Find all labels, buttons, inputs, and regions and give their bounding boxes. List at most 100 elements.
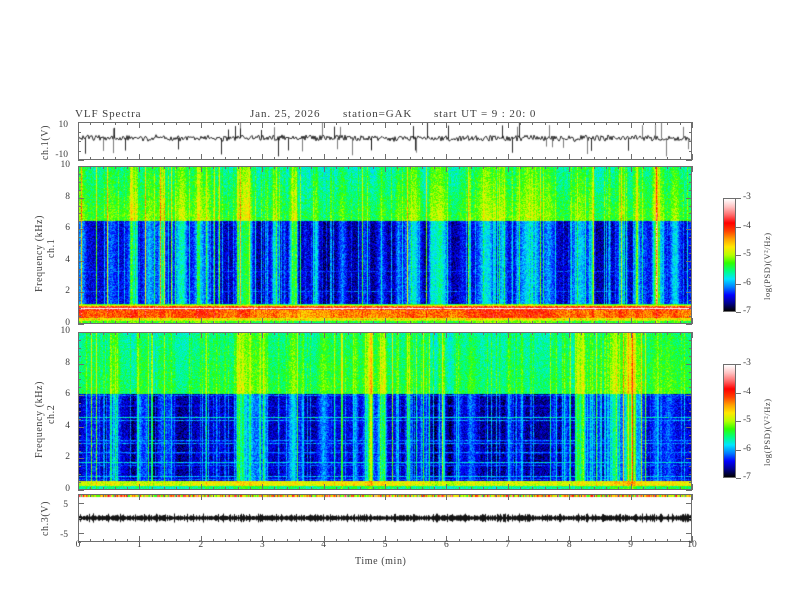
tick-mark [483,494,484,497]
tick-mark [689,132,692,133]
tick-mark [689,348,692,349]
tick-mark [78,332,79,338]
tick-mark [324,494,325,500]
tick-mark [692,494,693,500]
tick-mark [250,166,251,169]
tick-mark [201,536,202,542]
tick-mark [631,484,632,490]
colorbar-tick-label: -6 [743,444,751,454]
tick-mark [643,539,644,542]
tick-mark [689,482,692,483]
tick-mark [274,166,275,169]
tick-mark [78,340,81,341]
tick-mark [238,487,239,490]
tick-mark [483,166,484,169]
tick-mark [299,487,300,490]
tick-mark [360,539,361,542]
tick-mark [689,474,692,475]
tick-mark [643,157,644,160]
tick-mark [686,503,692,504]
ch1-ytick-top: 10 [58,120,69,130]
tick-mark [667,122,668,125]
tick-mark [422,122,423,125]
ch3-waveform-panel [78,494,692,542]
plot-date: Jan. 25, 2026 [250,108,321,120]
tick-mark [618,166,619,169]
tick-mark [78,229,84,230]
tick-mark [532,494,533,497]
tick-mark [569,122,570,128]
tick-mark [434,321,435,324]
tick-mark [557,122,558,125]
tick-mark [139,536,140,542]
tick-mark [594,487,595,490]
tick-mark [686,160,692,161]
tick-mark [557,332,558,335]
ch3-waveform-axis-label: ch.3(V) [40,500,51,536]
tick-mark [78,490,84,491]
tick-mark [545,157,546,160]
tick-mark [631,494,632,500]
tick-mark [238,166,239,169]
tick-mark [471,157,472,160]
tick-mark [78,221,81,222]
tick-mark [299,321,300,324]
tick-mark [176,157,177,160]
tick-mark [385,494,386,500]
tick-mark [139,166,140,172]
tick-mark [686,364,692,365]
ch1-waveform-canvas [79,123,691,159]
tick-mark [686,229,692,230]
tick-mark [686,533,692,534]
tick-mark [483,122,484,125]
tick-mark [569,332,570,338]
tick-mark [459,157,460,160]
tick-mark [78,494,81,495]
colorbar-tick-label: -5 [743,249,751,259]
tick-mark [176,166,177,169]
tick-mark [360,166,361,169]
tick-mark [213,539,214,542]
tick-mark [581,166,582,169]
tick-mark [311,122,312,125]
tick-mark [655,166,656,169]
colorbar-tick [736,393,741,394]
tick-mark [385,154,386,160]
tick-mark [287,487,288,490]
tick-mark [446,154,447,160]
tick-mark [78,245,81,246]
tick-mark [152,487,153,490]
tick-mark [667,487,668,490]
tick-mark [90,487,91,490]
tick-mark [520,494,521,497]
tick-mark [569,154,570,160]
tick-mark [689,403,692,404]
tick-mark [483,157,484,160]
tick-mark [446,332,447,338]
ch1-waveform-axis-label: ch.1(V) [40,124,51,160]
tick-mark [250,157,251,160]
tick-mark [410,487,411,490]
colorbar-tick-label: -6 [743,278,751,288]
colorbar-tick [736,478,741,479]
colorbar-tick [736,255,741,256]
tick-mark [520,157,521,160]
tick-mark [78,419,81,420]
tick-mark [397,157,398,160]
tick-mark [434,166,435,169]
tick-mark [689,253,692,254]
tick-mark [201,494,202,500]
tick-mark [689,285,692,286]
tick-mark [250,122,251,125]
colorbar-tick-label: -3 [743,358,751,368]
tick-mark [360,494,361,497]
tick-mark [496,321,497,324]
y-tick-label: 10 [60,160,71,170]
tick-mark [496,157,497,160]
tick-mark [127,494,128,497]
ch3-ytick-top: 5 [63,500,68,510]
tick-mark [686,261,692,262]
tick-mark [336,157,337,160]
tick-mark [139,122,140,128]
tick-mark [569,166,570,172]
